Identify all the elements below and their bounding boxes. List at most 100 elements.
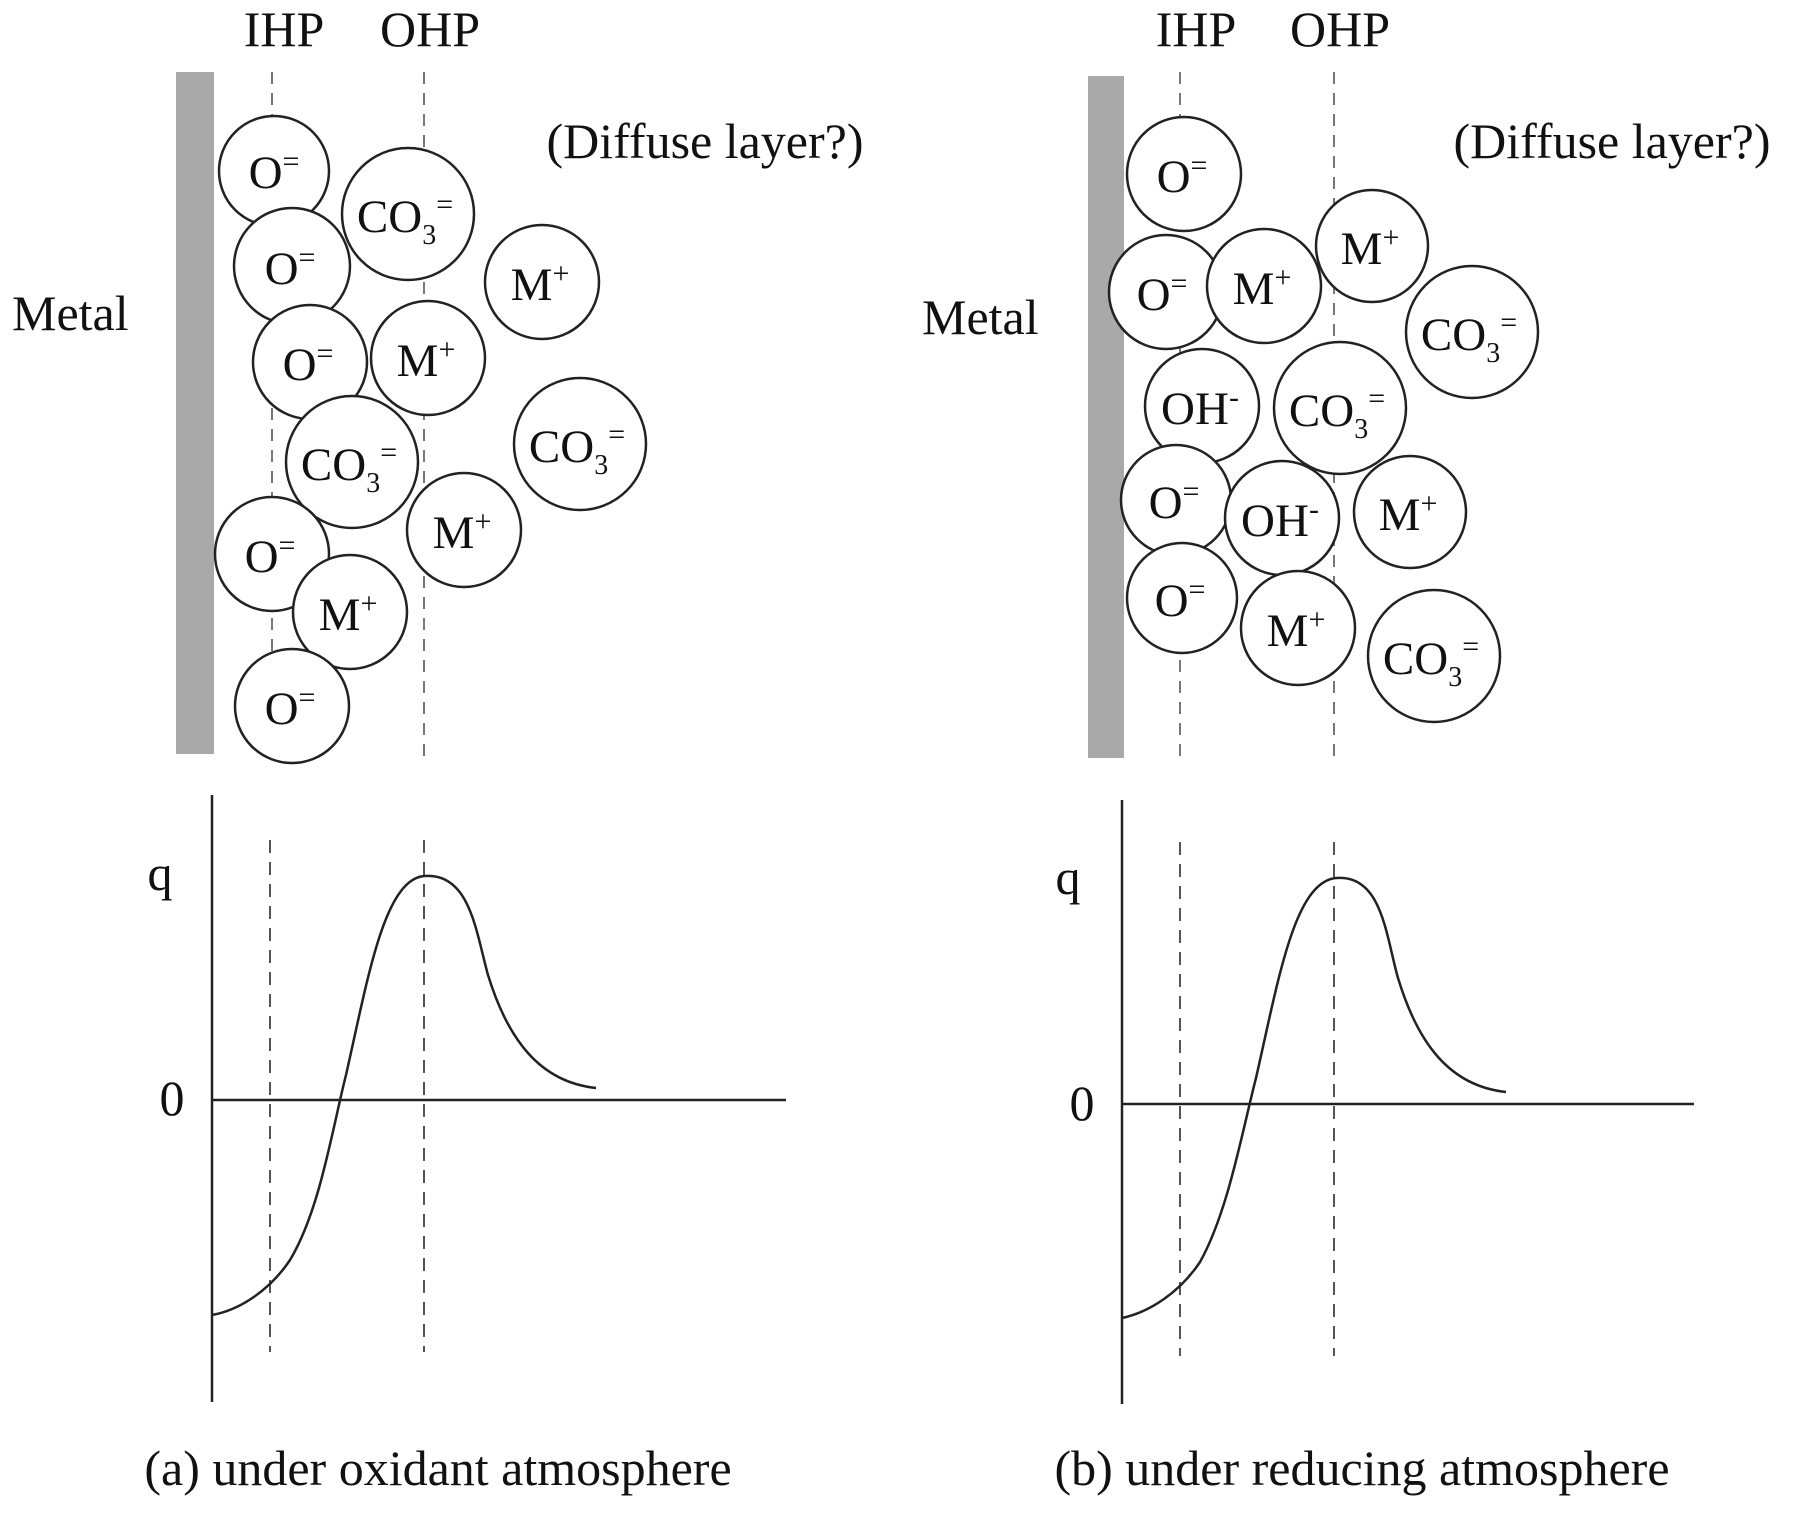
ion-base: CO: [301, 439, 366, 491]
zero-label: 0: [160, 1070, 185, 1126]
ion-base: O: [1155, 575, 1189, 627]
ion-charge: =: [436, 188, 453, 221]
svg-text:O=: O=: [283, 337, 334, 391]
ion-layer: O= CO3= O= M+ O= M+: [213, 114, 648, 765]
svg-text:CO3=: CO3=: [1289, 382, 1385, 445]
ion: M+: [1352, 454, 1468, 570]
svg-text:M+: M+: [1267, 603, 1326, 657]
ion-charge: =: [1171, 267, 1188, 300]
svg-text:CO3=: CO3=: [301, 436, 397, 499]
ion-base: CO: [1421, 309, 1486, 361]
svg-text:OH-: OH-: [1241, 493, 1319, 547]
svg-text:O=: O=: [265, 681, 316, 735]
svg-text:M+: M+: [511, 257, 570, 311]
charge-curve: [1121, 876, 1507, 1320]
svg-text:O=: O=: [265, 241, 316, 295]
ion-charge: =: [608, 418, 625, 451]
ion-base: M: [433, 507, 475, 559]
ihp-label: IHP: [1156, 1, 1237, 57]
ohp-label: OHP: [1290, 1, 1390, 57]
ion: M+: [1205, 227, 1323, 345]
ion-charge: -: [1309, 493, 1319, 526]
ion-subscript: 3: [1354, 414, 1368, 445]
ion-base: CO: [1383, 633, 1448, 685]
ion-charge: =: [1191, 149, 1208, 182]
caption: (b) under reducing atmosphere: [1054, 1440, 1669, 1496]
ion: O=: [251, 303, 369, 421]
svg-text:O=: O=: [245, 529, 296, 583]
ion-base: OH: [1241, 495, 1309, 547]
ion-base: O: [1149, 477, 1183, 529]
ohp-label: OHP: [380, 1, 480, 57]
ion-base: CO: [529, 421, 594, 473]
ion-charge: =: [317, 337, 334, 370]
ion-charge: =: [279, 529, 296, 562]
ion: O=: [1119, 443, 1233, 557]
metal-electrode: [176, 72, 214, 754]
q-axis-label: q: [1056, 849, 1081, 905]
svg-text:O=: O=: [1149, 475, 1200, 529]
ion: OH-: [1223, 459, 1341, 577]
ion-base: OH: [1161, 383, 1229, 435]
ion-base: CO: [1289, 385, 1354, 437]
ion: CO3=: [284, 394, 420, 530]
ion-charge: -: [1229, 381, 1239, 414]
charge-plot: q 0: [148, 795, 786, 1402]
svg-text:O=: O=: [1137, 267, 1188, 321]
ion-base: CO: [357, 191, 422, 243]
ion-charge: +: [1274, 261, 1291, 294]
ion: O=: [232, 206, 352, 326]
ion-base: O: [265, 683, 299, 735]
ion-charge: +: [1420, 487, 1437, 520]
ion-charge: =: [1462, 630, 1479, 663]
ion-base: O: [249, 147, 283, 199]
svg-text:CO3=: CO3=: [1383, 630, 1479, 693]
ion-charge: =: [299, 241, 316, 274]
ion-charge: =: [380, 436, 397, 469]
charge-plot: q 0: [1056, 800, 1694, 1404]
q-axis-label: q: [148, 845, 173, 901]
ion-charge: +: [552, 257, 569, 290]
ion-charge: =: [1183, 475, 1200, 508]
ion-charge: =: [1368, 382, 1385, 415]
ion-base: M: [1379, 489, 1421, 541]
ion-charge: =: [1189, 573, 1206, 606]
svg-text:M+: M+: [1341, 221, 1400, 275]
ion: O=: [233, 647, 351, 765]
ion-charge: +: [360, 587, 377, 620]
ion-base: O: [1157, 151, 1191, 203]
ion-base: M: [511, 259, 553, 311]
svg-text:O=: O=: [1155, 573, 1206, 627]
ion: O=: [217, 114, 331, 228]
ion: M+: [483, 223, 601, 341]
svg-text:M+: M+: [1233, 261, 1292, 315]
ion: M+: [291, 553, 409, 671]
ion-base: O: [283, 339, 317, 391]
ihp-label: IHP: [244, 1, 325, 57]
svg-text:M+: M+: [1379, 487, 1438, 541]
ion-charge: +: [1382, 221, 1399, 254]
ion-subscript: 3: [594, 450, 608, 481]
metal-label: Metal: [12, 285, 129, 341]
ion-base: M: [397, 335, 439, 387]
ion-base: O: [265, 243, 299, 295]
caption: (a) under oxidant atmosphere: [144, 1440, 731, 1496]
svg-text:M+: M+: [433, 505, 492, 559]
ion: O=: [1125, 115, 1243, 233]
metal-electrode: [1088, 76, 1124, 758]
ion: OH-: [1143, 347, 1261, 465]
ion: M+: [405, 471, 523, 589]
panel-a: IHP OHP Metal (Diffuse layer?) O= CO3= O…: [12, 1, 863, 1496]
ion: CO3=: [340, 146, 476, 282]
panel-b: IHP OHP Metal (Diffuse layer?) O= M+ O= …: [922, 1, 1770, 1496]
ion-subscript: 3: [366, 468, 380, 499]
metal-label: Metal: [922, 289, 1039, 345]
ion-charge: =: [283, 145, 300, 178]
ion: O=: [1107, 233, 1225, 351]
diffuse-layer-label: (Diffuse layer?): [1454, 113, 1771, 169]
svg-text:M+: M+: [397, 333, 456, 387]
ion-charge: +: [438, 333, 455, 366]
ion: O=: [1125, 541, 1239, 655]
zero-label: 0: [1070, 1075, 1095, 1131]
